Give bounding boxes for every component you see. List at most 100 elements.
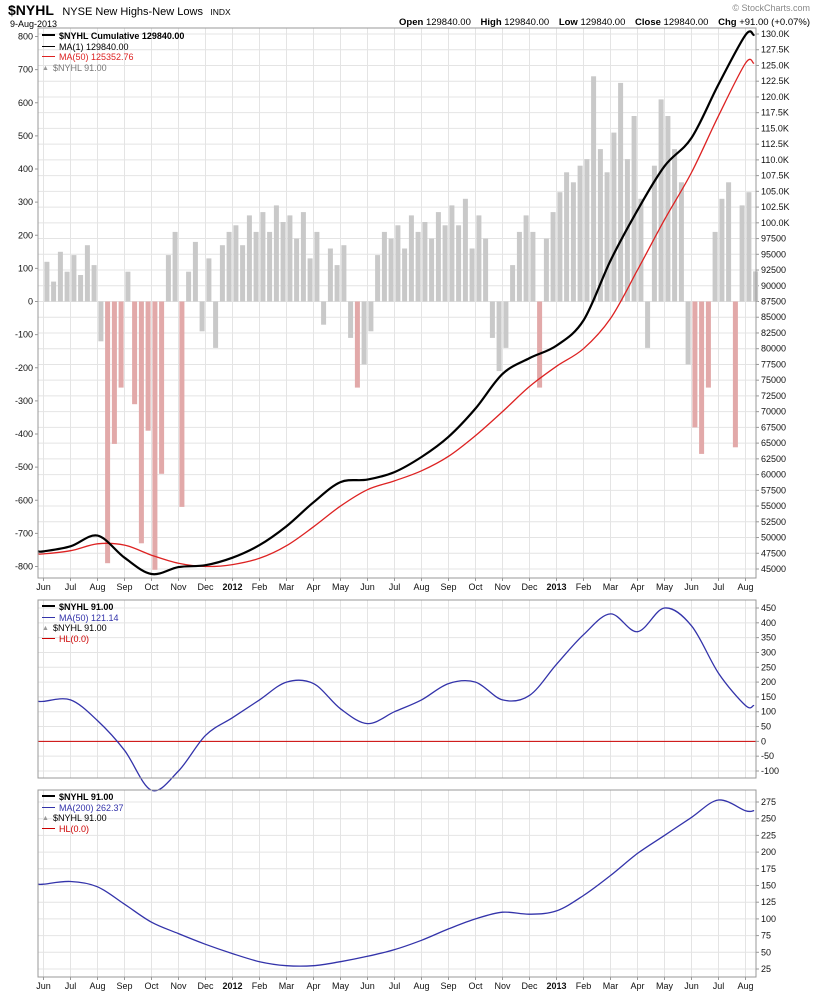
svg-text:Jun: Jun: [360, 981, 375, 991]
svg-text:100.0K: 100.0K: [761, 218, 790, 228]
legend-label: MA(1) 129840.00: [59, 41, 129, 52]
low-value: 129840.00: [580, 17, 626, 28]
svg-text:67500: 67500: [761, 422, 786, 432]
svg-text:150: 150: [761, 881, 776, 891]
svg-text:Mar: Mar: [279, 582, 295, 592]
legend-item: MA(50) 121.14: [42, 613, 119, 624]
chart-date: 9-Aug-2013: [10, 19, 58, 29]
svg-text:Nov: Nov: [494, 582, 511, 592]
svg-text:200: 200: [761, 847, 776, 857]
high-label: High: [480, 17, 502, 28]
legend-label: MA(50) 125352.76: [59, 52, 134, 62]
svg-text:-400: -400: [15, 429, 33, 439]
svg-text:50: 50: [761, 947, 771, 957]
svg-text:115.0K: 115.0K: [761, 123, 789, 133]
svg-text:0: 0: [28, 297, 33, 307]
svg-text:60000: 60000: [761, 470, 786, 480]
svg-text:125: 125: [761, 897, 776, 907]
svg-text:122.5K: 122.5K: [761, 76, 790, 86]
legend-label: $NYHL 91.00: [59, 602, 114, 612]
svg-text:Jun: Jun: [36, 582, 51, 592]
high-value: 129840.00: [504, 17, 550, 28]
svg-text:500: 500: [18, 131, 33, 141]
stockcharts-credit-link[interactable]: © StockCharts.com: [732, 3, 810, 13]
legend-item: MA(50) 125352.76: [42, 52, 184, 63]
svg-text:Feb: Feb: [252, 582, 268, 592]
svg-text:Jun: Jun: [36, 981, 51, 991]
histogram-legend-icon: ▲: [42, 625, 49, 632]
close-value: 129840.00: [663, 17, 709, 28]
line-legend-swatch-icon: [42, 56, 55, 57]
svg-text:Dec: Dec: [197, 981, 214, 991]
svg-text:52500: 52500: [761, 517, 786, 527]
legend-label: $NYHL 91.00: [52, 813, 107, 823]
chg-label: Chg: [718, 17, 737, 28]
svg-text:May: May: [656, 981, 674, 991]
svg-text:May: May: [332, 582, 350, 592]
svg-text:47500: 47500: [761, 548, 786, 558]
svg-text:65000: 65000: [761, 438, 786, 448]
legend-item: $NYHL Cumulative 129840.00: [42, 31, 184, 42]
svg-text:-600: -600: [15, 495, 33, 505]
svg-text:275: 275: [761, 797, 776, 807]
svg-text:95000: 95000: [761, 249, 786, 259]
svg-text:Nov: Nov: [494, 981, 511, 991]
svg-text:117.5K: 117.5K: [761, 108, 789, 118]
svg-text:Sep: Sep: [440, 981, 456, 991]
main-chart-legend: $NYHL Cumulative 129840.00 MA(1) 129840.0…: [42, 31, 184, 73]
svg-text:Oct: Oct: [144, 981, 159, 991]
svg-text:Jun: Jun: [360, 582, 375, 592]
svg-text:300: 300: [18, 197, 33, 207]
svg-text:200: 200: [18, 230, 33, 240]
legend-item: HL(0.0): [42, 824, 124, 835]
svg-text:55000: 55000: [761, 501, 786, 511]
svg-text:Sep: Sep: [440, 582, 456, 592]
svg-text:125.0K: 125.0K: [761, 60, 790, 70]
svg-text:250: 250: [761, 814, 776, 824]
svg-text:Dec: Dec: [197, 582, 214, 592]
legend-label: $NYHL 91.00: [52, 623, 107, 633]
svg-text:80000: 80000: [761, 344, 786, 354]
svg-text:Jul: Jul: [713, 582, 725, 592]
histogram-legend-icon: ▲: [42, 815, 49, 822]
svg-text:92500: 92500: [761, 265, 786, 275]
svg-text:Jul: Jul: [389, 582, 401, 592]
ohlc-quote: Open 129840.00 High 129840.00 Low 129840…: [392, 17, 810, 28]
svg-text:Aug: Aug: [89, 981, 105, 991]
svg-text:Oct: Oct: [468, 582, 483, 592]
svg-text:-50: -50: [761, 751, 774, 761]
svg-text:127.5K: 127.5K: [761, 45, 790, 55]
svg-text:225: 225: [761, 830, 776, 840]
svg-text:120.0K: 120.0K: [761, 92, 790, 102]
svg-text:Dec: Dec: [521, 981, 538, 991]
open-value: 129840.00: [425, 17, 471, 28]
chart-header: $NYHL NYSE New Highs-New Lows INDX 9-Aug…: [0, 0, 820, 29]
ticker-symbol: $NYHL: [8, 2, 54, 18]
svg-text:25: 25: [761, 964, 771, 974]
close-label: Close: [635, 17, 661, 28]
svg-text:85000: 85000: [761, 312, 786, 322]
legend-label: HL(0.0): [59, 633, 90, 644]
svg-text:-100: -100: [761, 766, 779, 776]
legend-label: $NYHL 91.00: [59, 792, 114, 802]
svg-text:62500: 62500: [761, 454, 786, 464]
svg-text:70000: 70000: [761, 407, 786, 417]
legend-item: MA(200) 262.37: [42, 803, 124, 814]
svg-text:600: 600: [18, 98, 33, 108]
svg-text:Feb: Feb: [252, 981, 268, 991]
svg-text:-800: -800: [15, 562, 33, 572]
svg-text:Oct: Oct: [144, 582, 159, 592]
svg-text:Oct: Oct: [468, 981, 483, 991]
svg-text:75000: 75000: [761, 375, 786, 385]
svg-text:Jul: Jul: [65, 582, 77, 592]
legend-label: MA(200) 262.37: [59, 802, 124, 813]
low-label: Low: [558, 17, 578, 28]
histogram-legend-icon: ▲: [42, 64, 49, 72]
line-legend-swatch-icon: [42, 45, 55, 47]
middle-chart-legend: $NYHL 91.00 MA(50) 121.14 ▲ $NYHL 91.00 HL(0…: [42, 602, 119, 644]
legend-item: $NYHL 91.00: [42, 792, 124, 803]
svg-text:Aug: Aug: [413, 981, 429, 991]
svg-text:87500: 87500: [761, 297, 786, 307]
